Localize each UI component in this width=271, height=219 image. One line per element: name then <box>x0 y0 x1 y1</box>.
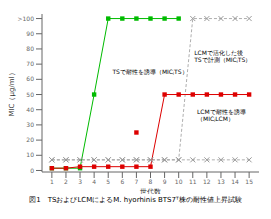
svg-text:11: 11 <box>189 178 197 185</box>
svg-text:LCMで活化した後TSで計測（MICⱼTS）: LCMで活化した後TSで計測（MICⱼTS） <box>193 49 251 64</box>
svg-text:3: 3 <box>78 178 82 185</box>
svg-text:12: 12 <box>203 178 211 185</box>
svg-text:0: 0 <box>30 167 34 174</box>
svg-text:世代数: 世代数 <box>140 188 161 194</box>
svg-text:13: 13 <box>217 178 225 185</box>
svg-text:10: 10 <box>26 151 34 158</box>
svg-text:>100: >100 <box>18 15 35 22</box>
svg-text:TSで耐性を誘導（MICⱼTS）: TSで耐性を誘導（MICⱼTS） <box>111 67 187 75</box>
svg-text:40: 40 <box>26 106 34 113</box>
svg-text:14: 14 <box>231 178 239 185</box>
svg-text:70: 70 <box>26 60 34 67</box>
svg-text:10: 10 <box>175 178 183 185</box>
svg-text:6: 6 <box>120 178 124 185</box>
svg-text:MIC（μg/ml）: MIC（μg/ml） <box>8 69 16 116</box>
svg-text:90: 90 <box>26 30 34 37</box>
svg-text:60: 60 <box>26 75 34 82</box>
svg-text:15: 15 <box>245 178 253 185</box>
svg-text:7: 7 <box>134 178 138 185</box>
svg-text:1: 1 <box>50 178 54 185</box>
svg-text:9: 9 <box>163 178 167 185</box>
html-text:図1 TSおよびLCMによるM. hyorhinis BTS: 図1 TSおよびLCMによるM. hyorhinis BTS7ᵀ株の耐性値上昇試… <box>29 196 242 204</box>
svg-text:5: 5 <box>106 178 110 185</box>
svg-text:50: 50 <box>26 91 34 98</box>
svg-text:20: 20 <box>26 136 34 143</box>
svg-text:4: 4 <box>92 178 96 185</box>
svg-text:80: 80 <box>26 45 34 52</box>
svg-text:LCMで耐性を誘導（MICⱼLCM）: LCMで耐性を誘導（MICⱼLCM） <box>197 108 246 123</box>
svg-text:30: 30 <box>26 121 34 128</box>
svg-text:8: 8 <box>149 178 153 185</box>
svg-text:2: 2 <box>64 178 68 185</box>
